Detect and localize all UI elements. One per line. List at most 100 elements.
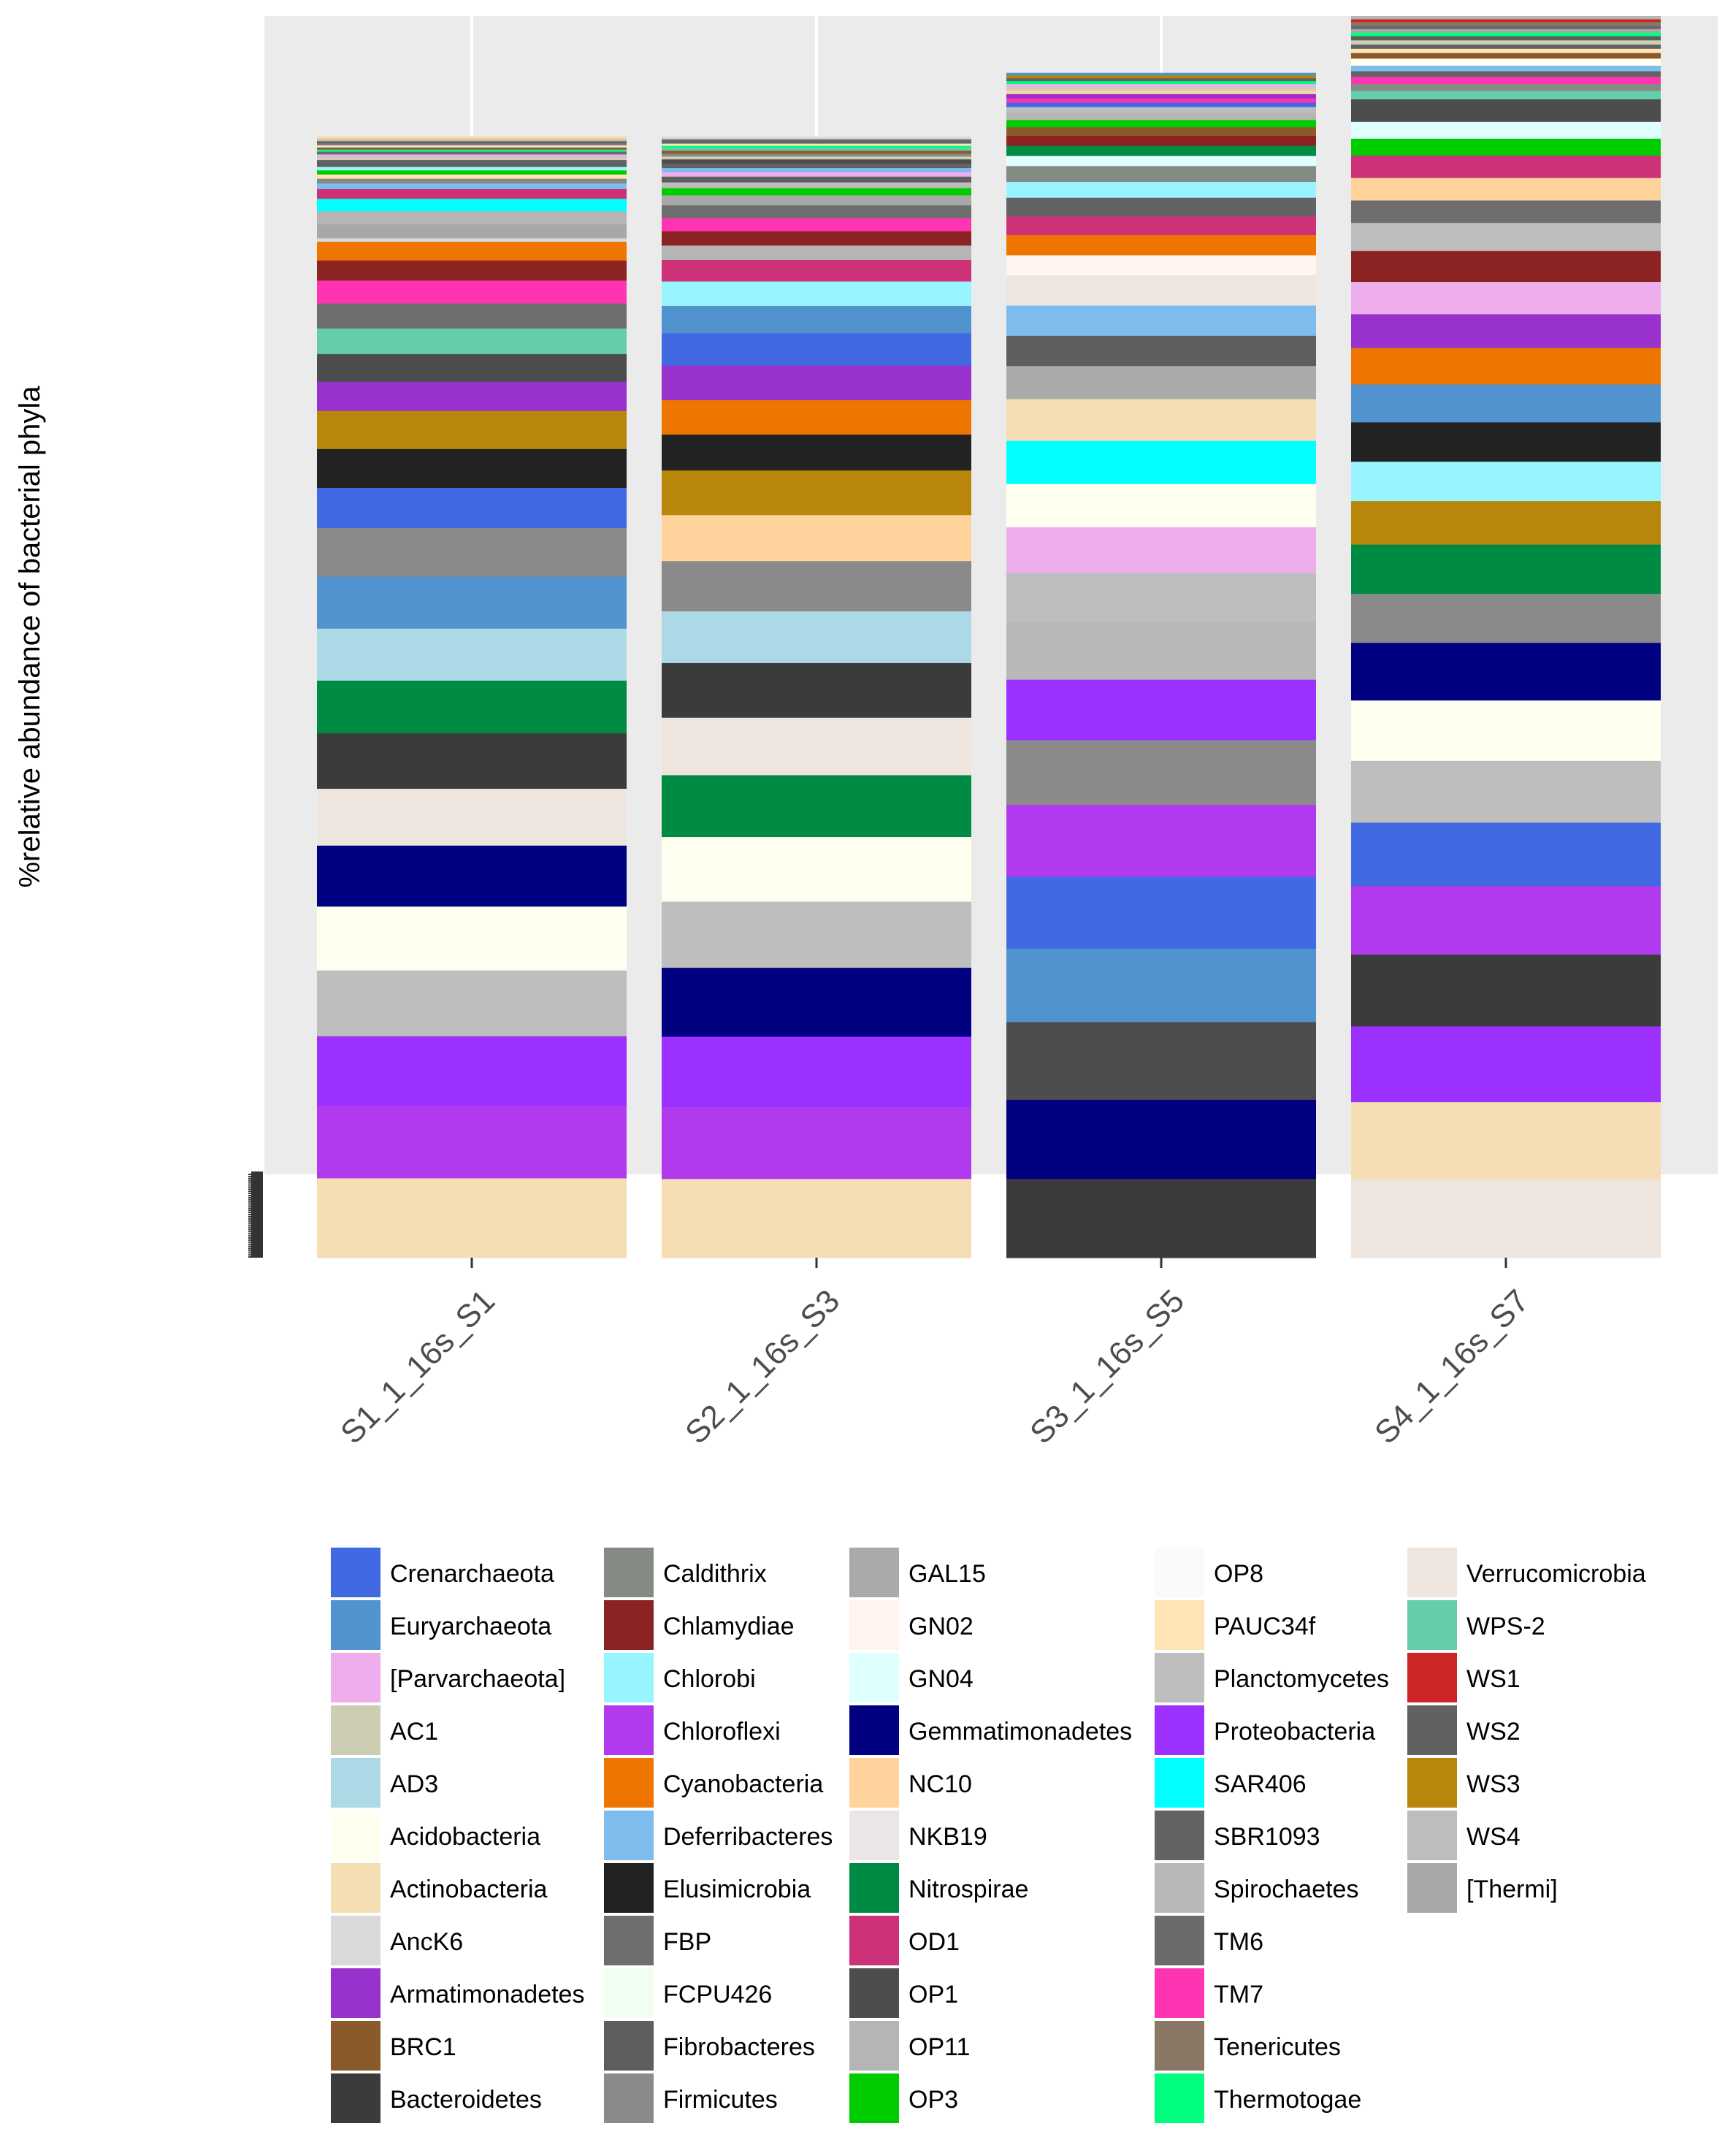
bar-segment (1006, 80, 1316, 85)
bar-segment (317, 137, 627, 139)
legend-swatch (329, 1967, 382, 2019)
legend-swatch (329, 1704, 382, 1756)
legend-swatch (1153, 1967, 1206, 2019)
legend-item: OP1 (848, 1967, 958, 2019)
legend-label: Caldithrix (663, 1560, 767, 1588)
bar-segment (1351, 700, 1661, 761)
legend-label: WS3 (1466, 1770, 1521, 1798)
legend-swatch (1406, 1599, 1458, 1651)
bar-segment (1006, 739, 1316, 806)
legend-label: Euryarchaeota (390, 1613, 551, 1640)
legend-swatch (329, 2019, 382, 2072)
legend-item: AC1 (329, 1704, 438, 1756)
legend-item: BRC1 (329, 2019, 456, 2072)
legend-label: AncK6 (390, 1928, 463, 1956)
legend-label: GAL15 (909, 1560, 986, 1588)
legend-label: NC10 (909, 1770, 972, 1798)
bar-segment (317, 328, 627, 354)
bar-segment (1351, 347, 1661, 385)
bars (317, 16, 1661, 1258)
y-tick-cluster (251, 1171, 263, 1258)
bar-segment (1351, 421, 1661, 462)
bar-segment (662, 717, 971, 776)
bar-segment (1351, 18, 1661, 23)
legend-label: [Parvarchaeota] (390, 1665, 565, 1693)
bar-segment (317, 1105, 627, 1179)
legend-swatch (603, 1914, 655, 1967)
bar-segment (1351, 121, 1661, 139)
bar-segment (1006, 679, 1316, 741)
bar-segment (1006, 365, 1316, 400)
bar-segment (1351, 461, 1661, 502)
bar-segment (1006, 90, 1316, 94)
legend-label: Chlamydiae (663, 1613, 795, 1640)
legend-item: OP8 (1153, 1546, 1263, 1599)
legend-swatch (603, 2072, 655, 2125)
bar-segment (317, 223, 627, 239)
bar-segment (1351, 53, 1661, 59)
legend-swatch (848, 1704, 900, 1756)
bar-segment (662, 231, 971, 246)
legend-swatch (329, 2072, 382, 2125)
legend-label: AC1 (390, 1718, 438, 1746)
bar-segment (1351, 544, 1661, 594)
legend-item: NKB19 (848, 1809, 987, 1862)
bar-segment (1351, 71, 1661, 77)
bar-segment (662, 662, 971, 718)
bar-segment (662, 434, 971, 471)
y-axis-ticks (248, 1171, 263, 1258)
legend-swatch (848, 1651, 900, 1704)
legend-label: Planctomycetes (1214, 1665, 1389, 1693)
bar-segment (317, 353, 627, 382)
legend-label: GN02 (909, 1613, 974, 1640)
legend-swatch (329, 1599, 382, 1651)
bar-segment (317, 138, 627, 142)
legend-swatch (848, 1599, 900, 1651)
legend-item: Acidobacteria (329, 1809, 540, 1862)
bar-segment (1006, 126, 1316, 137)
bar-segment (1006, 573, 1316, 622)
legend-swatch (1406, 1704, 1458, 1756)
legend-item: Thermotogae (1153, 2072, 1361, 2125)
legend-item: GAL15 (848, 1546, 986, 1599)
bar-segment (317, 733, 627, 789)
bar-segment (662, 1036, 971, 1107)
legend-swatch (329, 1546, 382, 1599)
bar-segment (1351, 76, 1661, 84)
bar-segment (662, 194, 971, 206)
legend-swatch (1153, 1862, 1206, 1914)
bar-segment (662, 400, 971, 435)
bar-segment (1006, 254, 1316, 276)
bar-segment (317, 381, 627, 411)
bar-segment (1351, 25, 1661, 29)
legend-label: WPS-2 (1466, 1613, 1545, 1640)
legend-item: Chlamydiae (603, 1599, 795, 1651)
legend-item: FBP (603, 1914, 711, 1967)
legend-label: PAUC34f (1214, 1613, 1316, 1640)
bar-segment (662, 560, 971, 612)
legend-label: Chloroflexi (663, 1718, 781, 1746)
bar-segment (1351, 281, 1661, 315)
bar-segment (662, 774, 971, 838)
legend-swatch (1406, 1862, 1458, 1914)
bar-segment (1351, 885, 1661, 955)
bar-segment (662, 139, 971, 142)
legend-swatch (848, 1546, 900, 1599)
bar-segment (317, 183, 627, 189)
bar-segment (317, 410, 627, 449)
legend-label: TM7 (1214, 1981, 1263, 2008)
bar-segment (1006, 440, 1316, 484)
legend-item: Proteobacteria (1153, 1704, 1375, 1756)
bar-segment (1006, 622, 1316, 680)
legend-label: WS2 (1466, 1718, 1521, 1746)
bar-segment (1006, 1178, 1316, 1258)
bar-segment (662, 836, 971, 902)
legend-label: Elusimicrobia (663, 1876, 811, 1903)
bar-segment (1006, 398, 1316, 441)
bar-segment (317, 576, 627, 629)
legend-swatch (603, 1862, 655, 1914)
legend-item: WS4 (1406, 1809, 1521, 1862)
bar-segment (317, 448, 627, 489)
legend-label: Spirochaetes (1214, 1876, 1358, 1903)
bar-segment (662, 167, 971, 172)
